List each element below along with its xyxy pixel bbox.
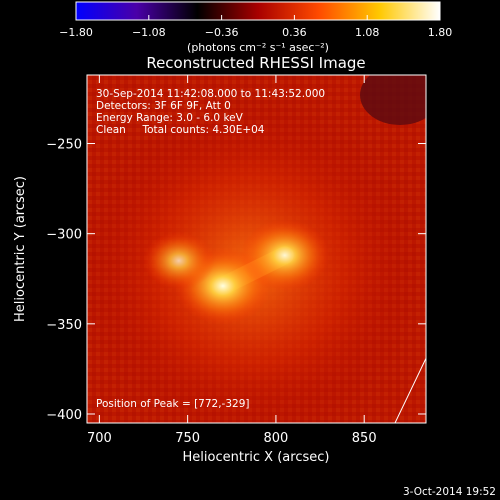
chart-title: Reconstructed RHESSI Image: [146, 54, 365, 72]
heatmap-image: [87, 75, 426, 423]
annotation-peak: Position of Peak = [772,-329]: [96, 398, 250, 410]
colorbar-tick-label: −1.80: [59, 26, 93, 39]
y-tick-label: −300: [46, 228, 82, 243]
y-tick-label: −350: [46, 318, 82, 333]
x-tick-label: 800: [264, 431, 289, 446]
xray-source: [142, 231, 215, 290]
limb-line: [394, 357, 426, 423]
timestamp: 3-Oct-2014 19:52: [403, 486, 496, 498]
colorbar-tick-label: −1.08: [132, 26, 166, 39]
x-tick-label: 750: [175, 431, 200, 446]
x-axis-ticks: 700 750 800 850: [87, 75, 377, 446]
y-tick-label: −400: [46, 408, 82, 423]
colorbar-tick-label: 1.08: [355, 26, 380, 39]
colorbar: [75, 1, 441, 21]
plot-frame: [86, 74, 427, 424]
source-layer: [142, 219, 330, 325]
x-tick-label: 700: [87, 431, 112, 446]
annotation-counts: Clean Total counts: 4.30E+04: [96, 124, 265, 136]
colorbar-tick-label: 1.80: [428, 26, 453, 39]
colorbar-tick-label: −0.36: [205, 26, 239, 39]
annotation-detectors: Detectors: 3F 6F 9F, Att 0: [96, 100, 231, 112]
x-tick-label: 850: [352, 431, 377, 446]
colorbar-label: (photons cm⁻² s⁻¹ asec⁻²): [187, 41, 329, 54]
annotation-time: 30-Sep-2014 11:42:08.000 to 11:43:52.000: [96, 88, 325, 100]
y-tick-label: −250: [46, 138, 82, 153]
y-axis-ticks: −250 −300 −350 −400: [46, 138, 426, 423]
annotation-energy: Energy Range: 3.0 - 6.0 keV: [96, 112, 244, 124]
x-axis-label: Heliocentric X (arcsec): [183, 450, 330, 465]
y-axis-label: Heliocentric Y (arcsec): [13, 176, 28, 322]
colorbar-ticks: −1.80 −1.08 −0.36 0.36 1.08 1.80: [59, 15, 452, 39]
colorbar-tick-label: 0.36: [282, 26, 307, 39]
xray-source: [239, 219, 330, 292]
